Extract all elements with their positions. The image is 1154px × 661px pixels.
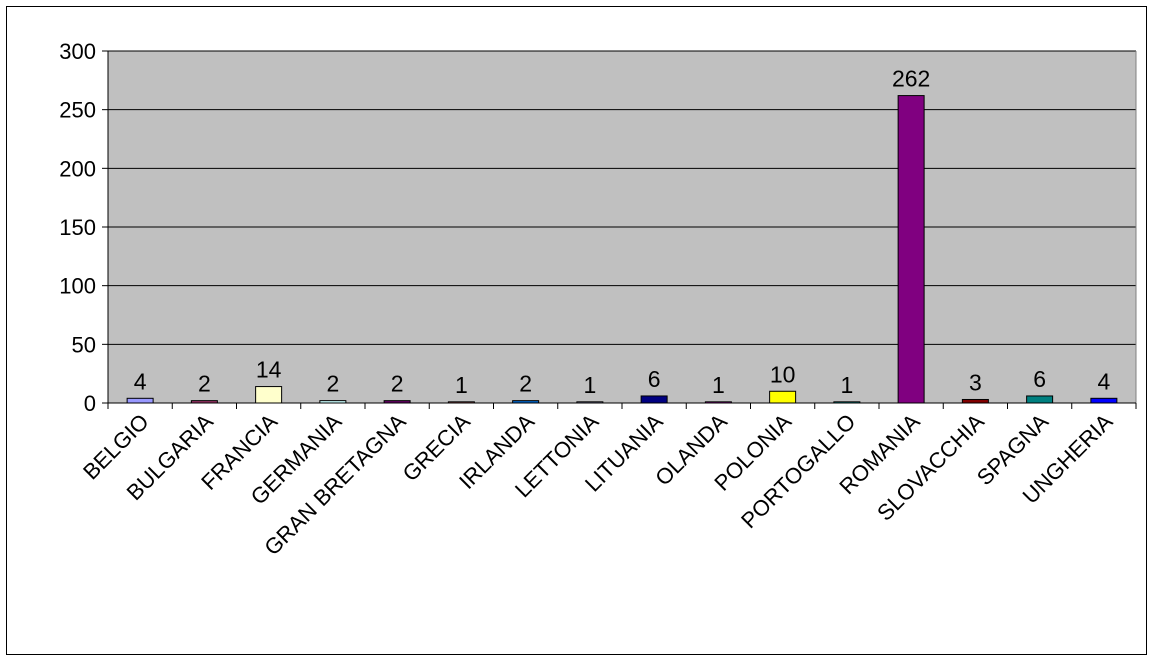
bar xyxy=(126,397,154,404)
bar xyxy=(1090,397,1118,404)
data-label: 2 xyxy=(198,371,211,397)
bar xyxy=(640,395,668,404)
data-label: 4 xyxy=(134,368,147,394)
data-labels: 4 2 14 2 2 1 2 1 6 1 10 1 262 3 6 4 xyxy=(134,66,1111,398)
bar xyxy=(1026,395,1054,404)
bar xyxy=(897,95,925,404)
data-label: 10 xyxy=(770,361,796,387)
gridlines xyxy=(108,50,1136,404)
data-label: 14 xyxy=(256,357,282,383)
y-axis: 0 50 100 150 200 250 300 xyxy=(59,39,1137,416)
data-label: 2 xyxy=(326,371,339,397)
y-tick-label: 300 xyxy=(59,39,96,64)
bars xyxy=(126,95,1118,404)
bar xyxy=(961,398,989,404)
x-tick-label: PORTOGALLO xyxy=(736,409,860,533)
data-label: 4 xyxy=(1097,368,1110,394)
data-label: 1 xyxy=(840,372,853,398)
y-tick-label: 0 xyxy=(84,391,96,416)
data-label: 262 xyxy=(892,66,930,92)
bar xyxy=(769,390,797,404)
y-tick-label: 150 xyxy=(59,215,96,240)
y-tick-label: 200 xyxy=(59,156,96,181)
data-label: 2 xyxy=(519,371,532,397)
y-tick-label: 100 xyxy=(59,274,96,299)
data-label: 1 xyxy=(583,372,596,398)
data-label: 1 xyxy=(455,372,468,398)
data-label: 3 xyxy=(969,369,982,395)
bar xyxy=(255,386,283,404)
data-label: 6 xyxy=(648,366,661,392)
y-tick-label: 50 xyxy=(72,332,96,357)
data-label: 2 xyxy=(391,371,404,397)
data-label: 6 xyxy=(1033,366,1046,392)
data-label: 1 xyxy=(712,372,725,398)
y-tick-label: 250 xyxy=(59,98,96,123)
